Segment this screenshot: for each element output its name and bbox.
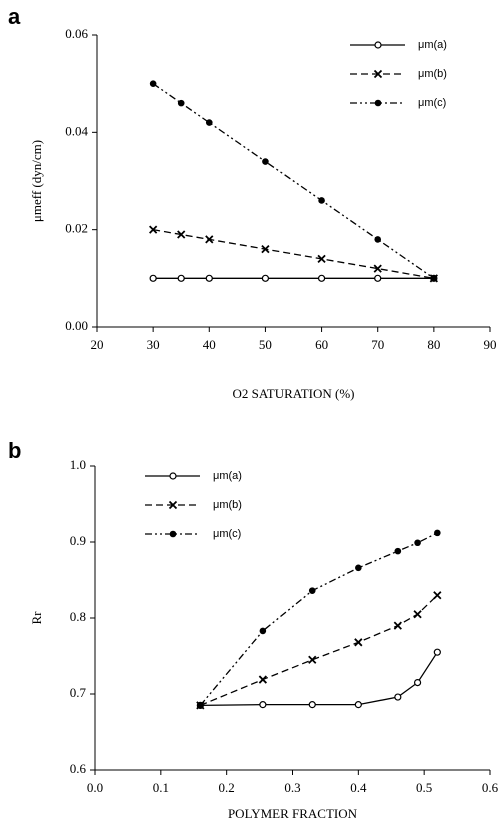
marker — [308, 655, 317, 664]
series-line — [152, 83, 435, 279]
y-tick-label: 0.6 — [70, 761, 87, 776]
y-tick-label: 0.7 — [70, 685, 87, 700]
marker — [308, 701, 316, 709]
legend-label: μm(c) — [418, 97, 446, 109]
marker — [433, 648, 441, 656]
panel-label: b — [8, 438, 21, 463]
marker — [373, 264, 382, 273]
x-tick-label: 40 — [203, 337, 216, 352]
y-tick-label: 0.9 — [70, 533, 86, 548]
x-tick-label: 70 — [371, 337, 384, 352]
series-line — [199, 532, 438, 706]
series-line — [153, 229, 434, 279]
marker — [149, 80, 157, 87]
marker — [259, 701, 267, 709]
x-tick-label: 0.5 — [416, 780, 432, 795]
marker — [433, 591, 442, 600]
marker — [308, 587, 316, 594]
marker — [394, 547, 402, 555]
marker — [205, 235, 214, 244]
marker — [430, 275, 438, 282]
marker — [149, 225, 158, 234]
x-tick-label: 90 — [484, 337, 497, 352]
marker — [317, 254, 326, 264]
legend-label: μm(b) — [213, 499, 242, 511]
series-line — [200, 594, 438, 707]
marker — [205, 119, 213, 126]
y-tick-label: 0.8 — [70, 609, 86, 624]
legend-label: μm(b) — [418, 68, 447, 80]
panel-label: a — [8, 4, 21, 29]
marker — [434, 529, 441, 537]
legend-marker — [374, 99, 382, 107]
marker — [414, 539, 421, 547]
marker — [177, 99, 185, 107]
marker — [261, 274, 270, 282]
x-tick-label: 60 — [315, 337, 328, 352]
marker — [354, 638, 363, 647]
x-tick-label: 30 — [147, 337, 160, 352]
x-tick-label: 0.0 — [87, 780, 103, 795]
x-tick-label: 0.4 — [350, 780, 367, 795]
x-tick-label: 0.2 — [219, 780, 235, 795]
legend-marker — [168, 500, 178, 510]
y-tick-label: 1.0 — [70, 457, 86, 472]
marker — [261, 244, 270, 254]
x-tick-label: 0.1 — [153, 780, 169, 795]
y-axis-label: Rr — [29, 611, 44, 625]
marker — [317, 274, 326, 282]
marker — [374, 236, 382, 243]
legend-marker — [169, 472, 177, 480]
x-tick-label: 50 — [259, 337, 272, 352]
y-tick-label: 0.00 — [65, 318, 88, 333]
marker — [394, 693, 402, 701]
series-line — [200, 651, 438, 707]
x-tick-label: 0.3 — [284, 780, 300, 795]
marker — [413, 610, 422, 619]
marker — [374, 274, 382, 282]
y-tick-label: 0.02 — [65, 221, 88, 236]
marker — [177, 230, 186, 239]
legend-label: μm(a) — [418, 39, 447, 51]
legend-label: μm(c) — [213, 528, 241, 540]
marker — [259, 627, 267, 635]
x-axis-label: POLYMER FRACTION — [228, 806, 358, 821]
x-tick-label: 0.6 — [482, 780, 499, 795]
x-axis-label: O2 SATURATION (%) — [232, 386, 354, 401]
x-tick-label: 80 — [427, 337, 440, 352]
marker — [197, 702, 204, 709]
marker — [262, 158, 269, 165]
legend-label: μm(a) — [213, 470, 242, 482]
marker — [393, 621, 402, 630]
marker — [355, 564, 362, 572]
legend-marker — [374, 41, 382, 49]
marker — [354, 701, 362, 709]
marker — [258, 675, 268, 684]
x-tick-label: 20 — [91, 337, 104, 352]
legend-marker — [373, 69, 383, 79]
marker — [205, 274, 213, 282]
legend-marker — [169, 530, 177, 538]
y-tick-label: 0.04 — [65, 123, 88, 138]
marker — [413, 678, 422, 687]
marker — [177, 274, 185, 282]
y-tick-label: 0.06 — [65, 26, 88, 41]
y-axis-label: μmeff (dyn/cm) — [29, 140, 44, 222]
marker — [318, 197, 325, 204]
marker — [149, 274, 157, 282]
